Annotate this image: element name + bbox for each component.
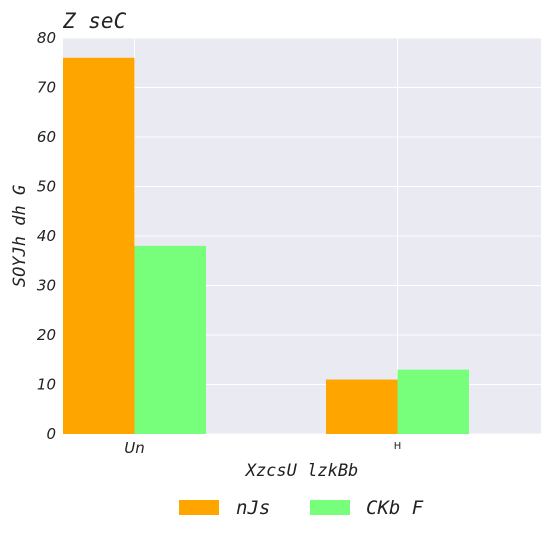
y-tick-labels: 0 10 20 30 40 50 60 70 80 — [37, 29, 56, 443]
y-tick-label: 70 — [37, 79, 56, 97]
x-tick-label: Un — [124, 439, 145, 457]
legend-swatch-CKb-F — [310, 500, 350, 515]
legend-label-nJs: nJs — [236, 497, 270, 519]
y-tick-label: 20 — [37, 326, 56, 344]
y-tick-label: 30 — [37, 277, 56, 295]
bar-CKb-F-Un — [134, 245, 206, 434]
y-tick-label: 40 — [37, 227, 56, 245]
legend-swatch-nJs — [179, 500, 219, 515]
bar-nJs-H — [326, 379, 398, 434]
bar-CKb-F-H — [397, 369, 469, 434]
legend-label-CKb-F: CKb F — [366, 497, 424, 519]
bars — [63, 57, 469, 435]
y-tick-label: 60 — [37, 128, 56, 146]
bar-nJs-Un — [63, 57, 135, 435]
chart-title: Z seC — [62, 9, 127, 33]
y-tick-label: 0 — [46, 425, 56, 443]
y-tick-label: 50 — [37, 178, 56, 196]
y-tick-label: 10 — [37, 376, 56, 394]
legend: nJs CKb F — [179, 497, 424, 519]
y-axis-label: SOYJh dh G — [10, 185, 30, 287]
y-tick-label: 80 — [37, 29, 56, 47]
x-axis-label: XzcsU lzkBb — [244, 461, 359, 481]
x-tick-label: H — [394, 441, 402, 452]
x-tick-labels: Un H — [124, 439, 401, 457]
